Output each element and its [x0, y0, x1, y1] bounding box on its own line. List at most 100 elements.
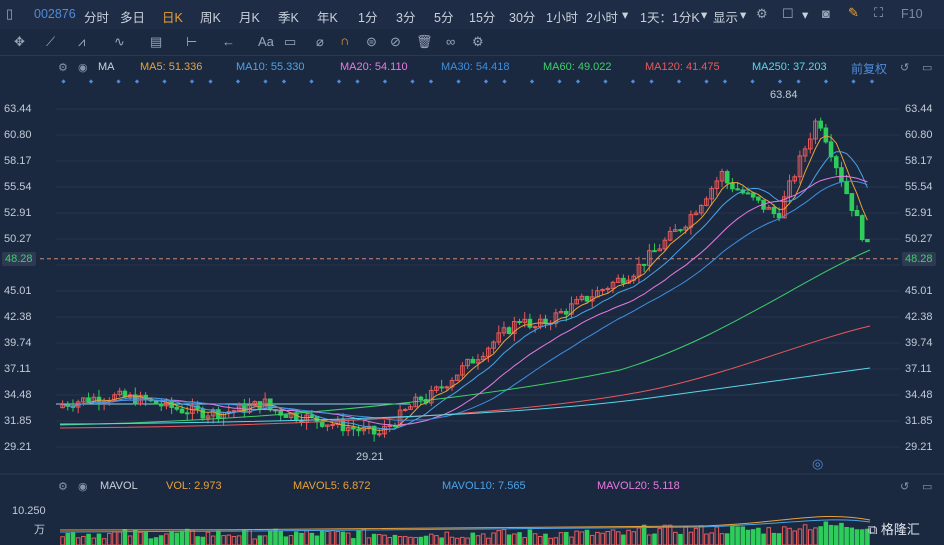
candle-body — [60, 404, 65, 409]
tab-1min[interactable]: 1分 — [358, 11, 378, 25]
volume-bar — [423, 535, 429, 545]
minimize-icon[interactable]: ▭ — [922, 481, 933, 493]
candle-body — [865, 239, 870, 243]
chevron-down-icon[interactable]: ▾ — [622, 8, 629, 22]
arrow-tool-icon[interactable]: ← — [222, 34, 235, 49]
volume-bar — [387, 537, 393, 545]
signal-marker — [309, 79, 314, 84]
signal-marker — [750, 79, 755, 84]
eye-icon[interactable]: ◉ — [78, 62, 88, 74]
comment-tool-icon[interactable]: ▭ — [284, 34, 297, 49]
adjust-select[interactable]: 前复权 — [851, 62, 888, 76]
pencil-icon[interactable]: ✎ — [848, 5, 859, 20]
signal-marker — [382, 79, 388, 84]
magnet-icon[interactable]: ∩ — [340, 33, 350, 48]
trash-icon[interactable]: 🗑 — [416, 34, 433, 49]
gear-icon[interactable]: ⚙ — [756, 6, 768, 21]
tick-label: 58.17 — [4, 155, 32, 167]
candle-body — [81, 397, 86, 403]
volume-bar — [325, 530, 330, 545]
polyline-tool-icon[interactable]: ⩘ — [78, 34, 86, 49]
candle-body — [647, 250, 652, 266]
undo-icon[interactable]: ↺ — [900, 481, 910, 493]
tab-intraday[interactable]: 分时 — [84, 11, 110, 25]
volume-bar — [127, 535, 133, 545]
volume-bar — [413, 537, 418, 545]
chevron-down-icon[interactable]: ▾ — [740, 8, 747, 22]
lock-icon[interactable]: ⊜ — [366, 34, 377, 49]
candle-body — [231, 410, 237, 413]
volume-bar — [615, 531, 621, 545]
candle-body — [719, 171, 725, 182]
candle-body — [844, 181, 849, 195]
candle-body — [319, 421, 325, 427]
tab-weekly-k[interactable]: 周K — [200, 11, 221, 25]
hide-icon[interactable]: ⊘ — [390, 34, 401, 49]
volume-bar — [683, 526, 688, 545]
volume-bar — [247, 529, 252, 545]
candle-body — [610, 281, 616, 289]
chevron-down-icon[interactable]: ▾ — [701, 8, 708, 22]
candle-body — [309, 414, 315, 417]
wave-tool-icon[interactable]: ∿ — [114, 34, 125, 49]
tab-quarterly-k[interactable]: 季K — [278, 11, 299, 25]
vol-axis-unit: 万 — [34, 524, 45, 536]
candle-body — [486, 347, 491, 357]
candle-body — [678, 229, 683, 232]
volume-bar — [553, 537, 559, 545]
move-icon[interactable]: ✥ — [14, 34, 25, 49]
tab-yearly-k[interactable]: 年K — [317, 11, 338, 25]
chevron-down-icon[interactable]: ▾ — [802, 8, 809, 22]
tab-15min[interactable]: 15分 — [469, 11, 496, 25]
tick-label: 55.54 — [905, 181, 933, 193]
gear-icon[interactable]: ⚙ — [58, 62, 68, 74]
tab-multi-day[interactable]: 多日 — [120, 11, 146, 25]
text-tool-icon[interactable]: Aa — [258, 34, 274, 49]
line-tool-icon[interactable]: ⟋ — [46, 34, 56, 49]
tab-monthly-k[interactable]: 月K — [239, 11, 260, 25]
tab-30min[interactable]: 30分 — [509, 11, 536, 25]
volume-bar — [309, 532, 315, 545]
candle-body — [600, 289, 605, 292]
camera-icon[interactable]: ◙ — [822, 6, 830, 21]
volume-bar — [569, 536, 574, 545]
checkbox-icon[interactable]: ☐ — [782, 6, 794, 21]
volume-bar — [610, 529, 616, 545]
display-menu[interactable]: 显示 — [713, 11, 739, 25]
volume-bar — [86, 533, 91, 545]
volume-bar — [91, 537, 97, 545]
tick-label: 34.48 — [905, 389, 933, 401]
candle-body — [91, 396, 97, 403]
tab-2hour[interactable]: 2小时 — [586, 11, 618, 25]
volume-bar — [828, 524, 834, 545]
measure-tool-icon[interactable]: ⊢ — [186, 34, 198, 49]
tab-1hour[interactable]: 1小时 — [546, 11, 578, 25]
f10-button[interactable]: F10 — [901, 7, 923, 21]
minimize-icon[interactable]: ▭ — [922, 62, 933, 74]
tab-5min[interactable]: 5分 — [434, 11, 454, 25]
target-icon[interactable]: ◎ — [812, 456, 824, 471]
fib-tool-icon[interactable]: ▤ — [150, 34, 163, 49]
candle-body — [522, 318, 528, 323]
signal-marker — [869, 79, 875, 84]
volume-bar — [641, 524, 647, 545]
tick-label: 39.74 — [4, 337, 32, 349]
gear-icon[interactable]: ⚙ — [58, 481, 68, 493]
gear-icon[interactable]: ⚙ — [472, 34, 484, 49]
tab-3min[interactable]: 3分 — [396, 11, 416, 25]
tab-daily-k[interactable]: 日K — [162, 11, 183, 25]
ma60-line — [59, 249, 871, 426]
eraser-icon[interactable]: ⌀ — [316, 34, 324, 49]
volume-bar — [148, 538, 154, 545]
volume-bar — [657, 528, 663, 545]
eye-icon[interactable]: ◉ — [78, 481, 88, 493]
period-select[interactable]: 1天：1分K — [640, 11, 700, 25]
undo-icon[interactable]: ↺ — [900, 62, 910, 74]
link-icon[interactable]: ∞ — [446, 34, 456, 49]
volume-bar — [636, 527, 642, 545]
fullscreen-icon[interactable]: ⛶ — [874, 5, 884, 20]
signal-marker — [676, 79, 682, 84]
candle-body — [833, 156, 839, 169]
panel-toggle-icon[interactable]: ▯ — [6, 6, 14, 21]
